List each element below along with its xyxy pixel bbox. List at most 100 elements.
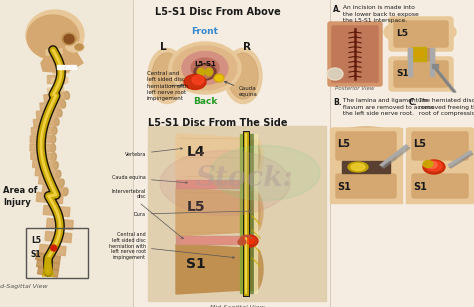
Ellipse shape [152, 53, 182, 99]
Polygon shape [36, 252, 60, 263]
Bar [432, 64, 438, 68]
Text: L5: L5 [187, 200, 205, 214]
Ellipse shape [54, 118, 59, 126]
Ellipse shape [51, 135, 56, 143]
Ellipse shape [66, 42, 84, 52]
Text: The lamina and ligamentum
 flavum are removed to access
 the left side nerve roo: The lamina and ligamentum flavum are rem… [341, 98, 434, 116]
Bar [47, 75, 65, 83]
Ellipse shape [59, 179, 64, 187]
Text: Vertebra: Vertebra [125, 148, 182, 157]
Ellipse shape [56, 170, 61, 178]
Ellipse shape [64, 91, 70, 99]
Polygon shape [433, 67, 455, 92]
Ellipse shape [63, 188, 68, 196]
Bar [176, 236, 244, 244]
FancyBboxPatch shape [336, 174, 396, 198]
Ellipse shape [228, 53, 258, 99]
Ellipse shape [210, 146, 320, 200]
Ellipse shape [51, 153, 56, 161]
Polygon shape [42, 185, 65, 195]
Polygon shape [46, 49, 62, 55]
Text: L: L [160, 42, 166, 52]
Text: Back: Back [193, 97, 217, 106]
Ellipse shape [27, 15, 79, 59]
Ellipse shape [192, 76, 204, 84]
Text: L4: L4 [187, 145, 205, 159]
FancyBboxPatch shape [412, 174, 468, 198]
Ellipse shape [62, 33, 76, 45]
Polygon shape [43, 205, 70, 217]
Bar [430, 48, 434, 76]
Ellipse shape [182, 52, 228, 84]
Text: An incision is made into
 the lower back to expose
 the L5-S1 interspace.: An incision is made into the lower back … [341, 5, 419, 23]
Bar [330, 0, 474, 307]
Polygon shape [382, 147, 410, 168]
Polygon shape [30, 144, 52, 151]
Bar [240, 134, 245, 293]
FancyBboxPatch shape [394, 61, 448, 87]
Ellipse shape [327, 68, 343, 80]
FancyBboxPatch shape [331, 170, 401, 202]
Polygon shape [31, 152, 53, 160]
Ellipse shape [191, 58, 219, 78]
Bar [408, 48, 412, 76]
Text: S1: S1 [186, 257, 206, 271]
Text: Cauda equina: Cauda equina [112, 176, 187, 184]
Ellipse shape [224, 49, 262, 103]
Ellipse shape [52, 126, 57, 134]
Polygon shape [380, 145, 408, 166]
Ellipse shape [329, 69, 341, 79]
Bar [70, 65, 73, 69]
Text: Stock:: Stock: [196, 165, 294, 192]
FancyBboxPatch shape [407, 170, 473, 202]
FancyBboxPatch shape [328, 22, 382, 86]
Polygon shape [31, 127, 54, 135]
Ellipse shape [244, 236, 254, 244]
FancyBboxPatch shape [332, 26, 378, 82]
Text: L5-S1 Disc From The Side: L5-S1 Disc From The Side [148, 118, 288, 128]
Bar [250, 134, 253, 293]
Text: A.: A. [333, 5, 342, 14]
Bar [181, 181, 239, 187]
Bar [330, 128, 402, 203]
Circle shape [198, 68, 204, 76]
Polygon shape [53, 68, 69, 74]
Bar [57, 65, 60, 69]
FancyBboxPatch shape [389, 17, 453, 51]
FancyBboxPatch shape [389, 57, 453, 91]
Polygon shape [38, 177, 61, 186]
Ellipse shape [348, 162, 368, 172]
FancyBboxPatch shape [331, 128, 401, 164]
Circle shape [206, 68, 212, 76]
Ellipse shape [245, 247, 263, 291]
Polygon shape [51, 58, 67, 65]
Ellipse shape [184, 75, 206, 90]
Ellipse shape [173, 46, 237, 90]
Text: L5-S1 Disc From Above: L5-S1 Disc From Above [155, 7, 281, 17]
Polygon shape [46, 218, 73, 230]
Polygon shape [47, 87, 64, 93]
Bar [26, 228, 88, 278]
Ellipse shape [216, 76, 222, 80]
Bar [406, 128, 474, 203]
Text: L5-S1: L5-S1 [194, 61, 216, 67]
Ellipse shape [197, 66, 213, 78]
Text: R: R [243, 42, 251, 52]
Ellipse shape [26, 10, 84, 60]
Bar [181, 237, 239, 243]
Ellipse shape [64, 34, 74, 44]
Text: B.: B. [333, 98, 342, 107]
Ellipse shape [245, 137, 263, 177]
Polygon shape [52, 77, 68, 84]
Text: S1: S1 [396, 69, 409, 79]
Ellipse shape [427, 161, 437, 169]
Ellipse shape [214, 74, 224, 82]
Text: S1: S1 [413, 182, 427, 192]
Text: C.: C. [409, 98, 418, 107]
Bar [176, 180, 244, 188]
Text: Central and
left sided disc
herniation with
left nerve root
impingement: Central and left sided disc herniation w… [109, 232, 235, 260]
Text: Dura: Dura [134, 210, 250, 216]
Bar [148, 126, 326, 301]
Polygon shape [448, 151, 472, 166]
FancyBboxPatch shape [394, 21, 448, 47]
